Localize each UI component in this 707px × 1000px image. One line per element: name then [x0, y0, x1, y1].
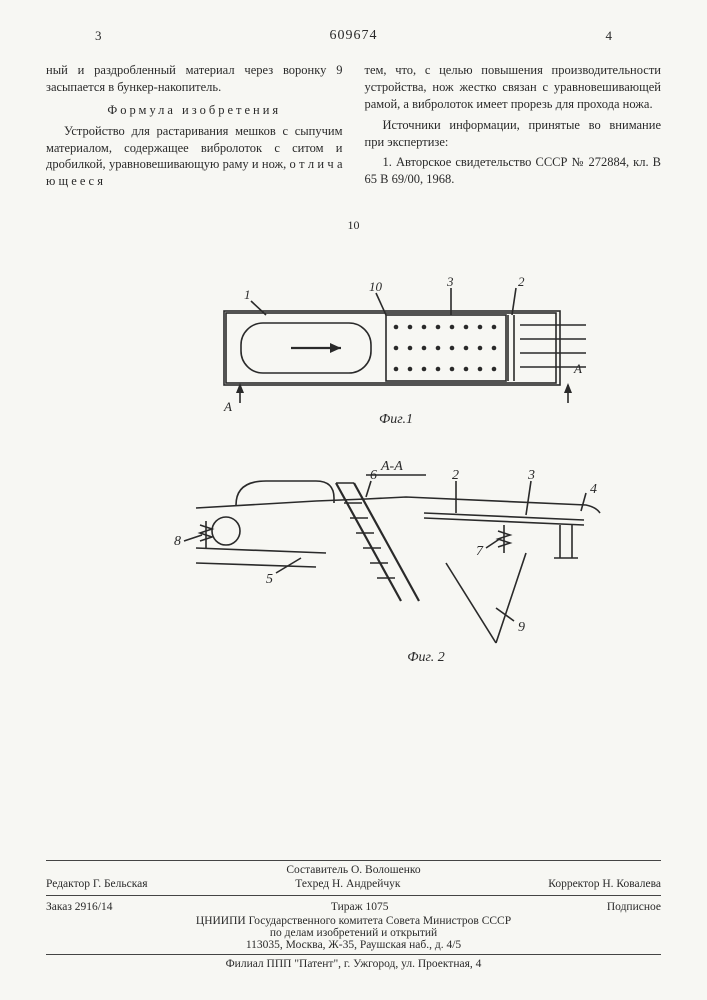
footer-compiler: Составитель О. Волошенко: [46, 864, 661, 876]
footer-editor: Редактор Г. Бельская: [46, 878, 148, 890]
footer-corrector: Корректор Н. Ковалева: [548, 878, 661, 890]
right-column: тем, что, с целью повышения производител…: [365, 62, 662, 212]
fig1-label-a-right: А: [573, 361, 582, 376]
footer-order: Заказ 2916/14: [46, 901, 113, 913]
fig2-section-label: А-А: [380, 459, 403, 474]
fig2-label-7: 7: [476, 544, 484, 559]
fig2-label-2: 2: [452, 468, 459, 483]
fig2-caption: Фиг. 2: [407, 650, 445, 665]
formula-title: Формула изобретения: [46, 102, 343, 119]
fig1-caption: Фиг.1: [379, 412, 413, 427]
footer: Составитель О. Волошенко Редактор Г. Бел…: [46, 857, 661, 970]
col-number-right: 4: [606, 28, 613, 44]
right-p3: 1. Авторское свидетельство СССР № 272884…: [365, 154, 662, 188]
footer-rule-2: [46, 895, 661, 896]
line-number: 10: [46, 218, 661, 233]
footer-tech: Техред Н. Андрейчук: [295, 878, 400, 890]
fig1-label-3: 3: [446, 274, 454, 289]
right-p1: тем, что, с целью повышения производител…: [365, 62, 662, 113]
figure-1: 1 10 3 2 А А Фиг.1: [196, 273, 596, 433]
footer-tirazh: Тираж 1075: [331, 901, 389, 913]
patent-page: 3 609674 4 ный и раздробленный материал …: [0, 0, 707, 1000]
fig2-label-6: 6: [370, 468, 377, 483]
footer-branch: Филиал ППП "Патент", г. Ужгород, ул. Про…: [46, 958, 661, 970]
figures-area: 1 10 3 2 А А Фиг.1: [46, 253, 661, 673]
figure-2: А-А 6 2 3 4 7 8 5 9 Фиг. 2: [166, 453, 626, 673]
fig1-label-10: 10: [369, 279, 383, 294]
footer-org1: ЦНИИПИ Государственного комитета Совета …: [46, 915, 661, 927]
fig2-label-3: 3: [527, 468, 535, 483]
patent-number: 609674: [46, 28, 661, 44]
left-p1: ный и раздробленный материал через ворон…: [46, 62, 343, 96]
fig1-label-2: 2: [518, 274, 525, 289]
fig2-label-9: 9: [518, 620, 525, 635]
footer-rule-1: [46, 860, 661, 861]
fig2-label-4: 4: [590, 482, 597, 497]
text-columns: ный и раздробленный материал через ворон…: [46, 62, 661, 212]
fig2-label-8: 8: [174, 534, 181, 549]
footer-sub: Подписное: [607, 901, 661, 913]
footer-addr: 113035, Москва, Ж-35, Раушская наб., д. …: [46, 939, 661, 951]
fig1-label-a-left: А: [223, 399, 232, 414]
footer-row-1: Редактор Г. Бельская Техред Н. Андрейчук…: [46, 876, 661, 892]
fig1-label-1: 1: [244, 287, 251, 302]
footer-org2: по делам изобретений и открытий: [46, 927, 661, 939]
fig2-label-5: 5: [266, 572, 273, 587]
footer-row-2: Заказ 2916/14 Тираж 1075 Подписное: [46, 899, 661, 915]
left-column: ный и раздробленный материал через ворон…: [46, 62, 343, 212]
right-p2: Источники информации, принятые во вни­ма…: [365, 117, 662, 151]
footer-rule-3: [46, 954, 661, 955]
col-number-left: 3: [95, 28, 102, 44]
left-p2: Устройство для растаривания мешков с сып…: [46, 123, 343, 191]
